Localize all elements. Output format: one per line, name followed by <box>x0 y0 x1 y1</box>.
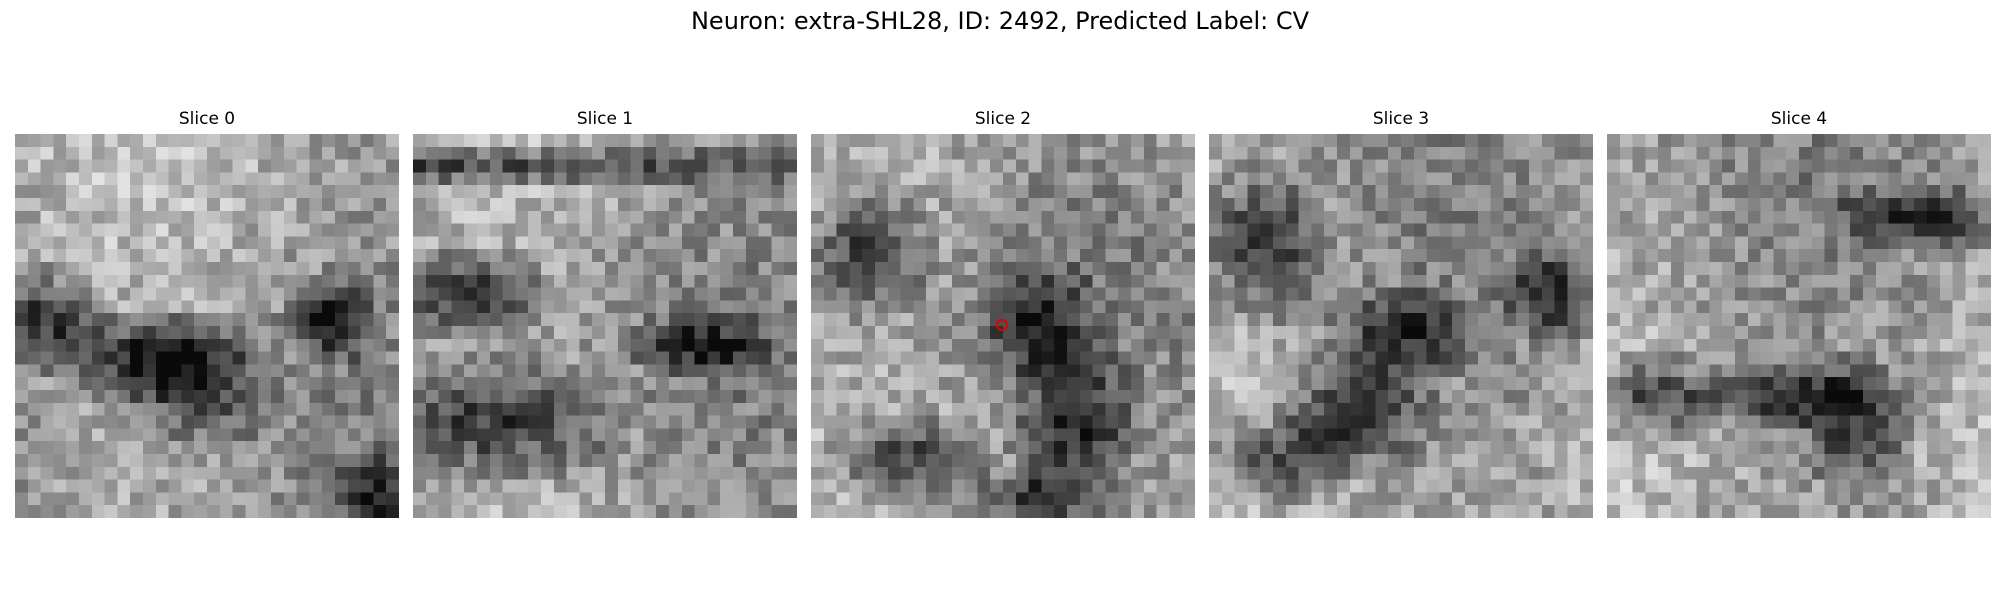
slice-image <box>811 134 1195 518</box>
slice-image <box>413 134 797 518</box>
slice-title: Slice 3 <box>1372 109 1430 129</box>
slice-title: Slice 0 <box>178 109 236 129</box>
slice-panel-4: Slice 4 <box>1607 108 1991 518</box>
slice-title: Slice 1 <box>576 109 634 129</box>
slice-title: Slice 2 <box>974 109 1032 129</box>
figure-title: Neuron: extra-SHL28, ID: 2492, Predicted… <box>690 7 1310 35</box>
slice-image <box>1209 134 1593 518</box>
slice-panel-1: Slice 1 <box>413 108 797 518</box>
slice-panel-0: Slice 0 <box>15 108 399 518</box>
slice-image <box>15 134 399 518</box>
center-marker <box>996 319 1008 331</box>
slice-image <box>1607 134 1991 518</box>
slice-panel-2: Slice 2 <box>811 108 1195 518</box>
slice-title: Slice 4 <box>1770 109 1828 129</box>
slice-panel-3: Slice 3 <box>1209 108 1593 518</box>
